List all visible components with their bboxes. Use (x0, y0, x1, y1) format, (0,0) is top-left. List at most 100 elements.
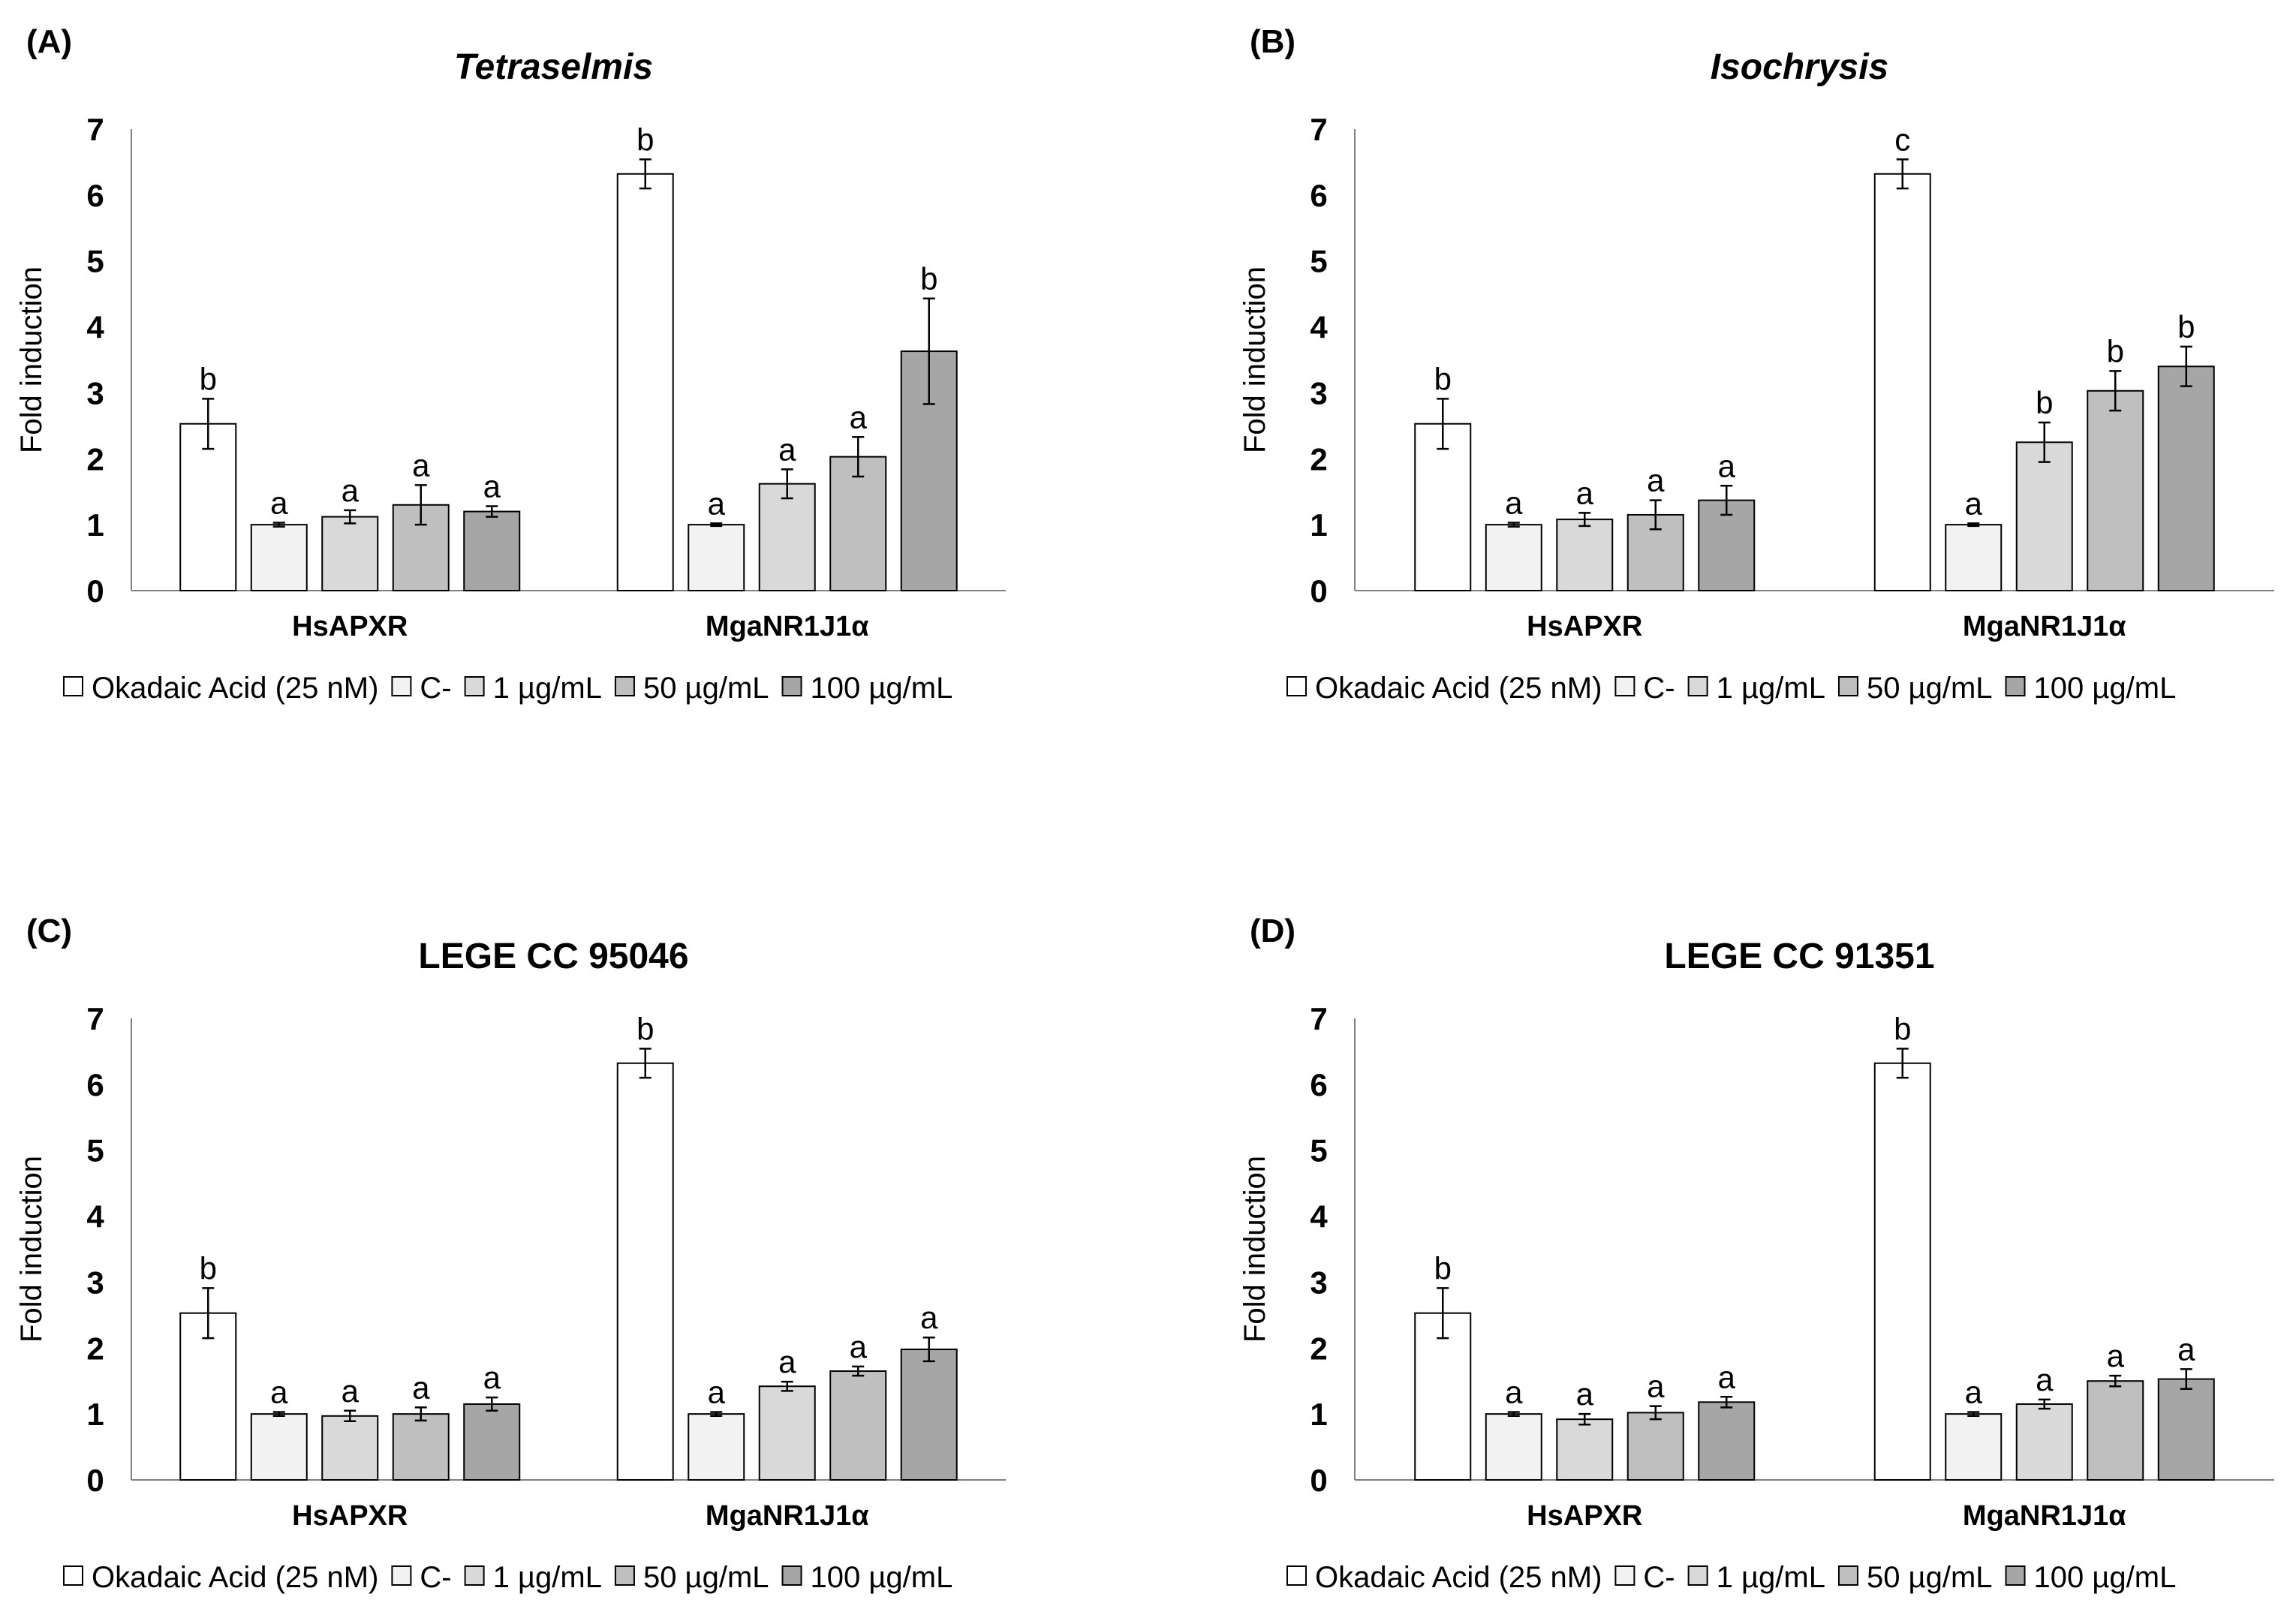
legend-swatch (464, 676, 485, 696)
significance-label: a (1718, 448, 1736, 483)
significance-label: a (1505, 1375, 1523, 1410)
bar (1873, 173, 1931, 591)
bar (1414, 1312, 1472, 1481)
bar (2087, 389, 2144, 591)
legend-swatch (391, 676, 412, 696)
bar (758, 483, 816, 592)
significance-label: a (2107, 1338, 2125, 1373)
bar (2087, 1380, 2144, 1481)
significance-label: a (778, 1344, 796, 1379)
x-category-label: HsAPXR (292, 611, 408, 642)
legend-swatch (1286, 1565, 1307, 1586)
chart-panel-c: (C) LEGE CC 95046 0 1 2 3 4 5 6 7 Fold induction b a… (15, 913, 1006, 1594)
x-category-label: MgaNR1J1α (706, 1500, 869, 1532)
bar (2015, 1403, 2073, 1481)
y-tick-label: 5 (1310, 1133, 1327, 1168)
x-category-label: MgaNR1J1α (706, 611, 869, 642)
y-tick-label: 6 (1310, 178, 1327, 213)
significance-label: b (200, 361, 217, 396)
legend-swatch (614, 1565, 635, 1586)
significance-label: b (1434, 1250, 1452, 1286)
y-tick-label: 7 (1310, 1001, 1327, 1036)
bar (1945, 524, 2003, 592)
significance-label: a (1647, 1369, 1665, 1404)
panel-label: (A) (26, 23, 72, 60)
chart-panel-a: (A) Tetraselmis 0 1 2 3 4 5 6 7 Fold induction b a a a… (15, 23, 1006, 705)
y-tick-label: 3 (86, 1265, 104, 1300)
legend-swatch (1614, 1565, 1635, 1586)
legend-entry-label: Okadaic Acid (25 nM) (1315, 672, 1602, 705)
bar (321, 516, 379, 591)
bar (2157, 365, 2215, 591)
y-axis-title: Fold induction (15, 1156, 48, 1343)
y-tick-label: 6 (86, 178, 104, 213)
bar (1485, 1413, 1542, 1481)
y-tick-label: 0 (86, 573, 104, 609)
significance-label: a (1965, 1375, 1983, 1410)
legend-entry-label: 100 µg/mL (811, 672, 953, 705)
y-axis-title: Fold induction (1238, 1156, 1271, 1343)
y-tick-label: 7 (86, 112, 104, 147)
legend-entry-label: 100 µg/mL (2034, 672, 2177, 705)
chart-title: Tetraselmis (454, 47, 653, 87)
significance-label: a (708, 486, 726, 521)
y-tick-label: 4 (1310, 1199, 1328, 1235)
bar (179, 1312, 237, 1481)
significance-label: a (412, 447, 430, 483)
legend-swatch (2005, 1565, 2026, 1586)
x-category-label: MgaNR1J1α (1963, 611, 2126, 642)
y-tick-label: 2 (1310, 1331, 1327, 1366)
legend-swatch (614, 676, 635, 696)
bar (758, 1385, 816, 1481)
significance-label: a (1965, 486, 1983, 521)
significance-label: c (1894, 122, 1910, 157)
chart-title: Isochrysis (1711, 47, 1888, 87)
legend-entry-label: 1 µg/mL (1717, 1561, 1825, 1594)
bar (1626, 1412, 1684, 1481)
significance-label: b (1894, 1011, 1911, 1046)
legend: Okadaic Acid (25 nM) C- 1 µg/mL 50 µg/mL 100… (1286, 1561, 2177, 1594)
bar (688, 524, 745, 592)
y-tick-label: 6 (86, 1067, 104, 1102)
panel-label: (D) (1250, 913, 1295, 949)
significance-label: a (483, 1360, 501, 1395)
legend-entry-label: C- (1643, 672, 1675, 705)
significance-label: b (920, 261, 937, 296)
bar (1485, 524, 1542, 592)
y-tick-label: 3 (1310, 375, 1327, 411)
y-tick-label: 5 (1310, 244, 1327, 279)
y-tick-label: 7 (86, 1001, 104, 1036)
bar (2015, 441, 2073, 591)
bar (392, 1413, 450, 1481)
y-tick-label: 1 (86, 507, 104, 543)
legend-entry-label: Okadaic Acid (25 nM) (92, 672, 378, 705)
legend: Okadaic Acid (25 nM) C- 1 µg/mL 50 µg/mL 100… (63, 1561, 952, 1594)
bar (1945, 1413, 2003, 1481)
bar (616, 1062, 674, 1481)
chart-panel-b: (B) Isochrysis 0 1 2 3 4 5 6 7 Fold induction b a a a a… (1238, 23, 2274, 705)
legend-swatch (1837, 676, 1858, 696)
x-category-label: HsAPXR (1527, 611, 1642, 642)
bar (463, 510, 521, 591)
panel-label: (C) (26, 913, 72, 949)
y-tick-label: 2 (86, 1331, 104, 1366)
y-axis-title: Fold induction (1238, 266, 1271, 453)
legend-swatch (1687, 1565, 1708, 1586)
y-tick-label: 0 (86, 1463, 104, 1498)
legend: Okadaic Acid (25 nM) C- 1 µg/mL 50 µg/mL 100… (1286, 672, 2177, 705)
bar (463, 1403, 521, 1481)
legend-entry-label: C- (420, 672, 451, 705)
legend-swatch (781, 1565, 802, 1586)
bar (829, 456, 887, 592)
bar (1556, 519, 1614, 591)
legend-entry-label: Okadaic Acid (25 nM) (92, 1561, 378, 1594)
legend-entry-label: 100 µg/mL (2034, 1561, 2177, 1594)
panel-label: (B) (1250, 23, 1295, 60)
significance-label: b (2107, 333, 2124, 368)
significance-label: a (920, 1300, 938, 1335)
y-tick-label: 5 (86, 244, 104, 279)
legend-swatch (2005, 676, 2026, 696)
bar (1873, 1062, 1931, 1481)
legend-entry-label: 50 µg/mL (643, 672, 769, 705)
